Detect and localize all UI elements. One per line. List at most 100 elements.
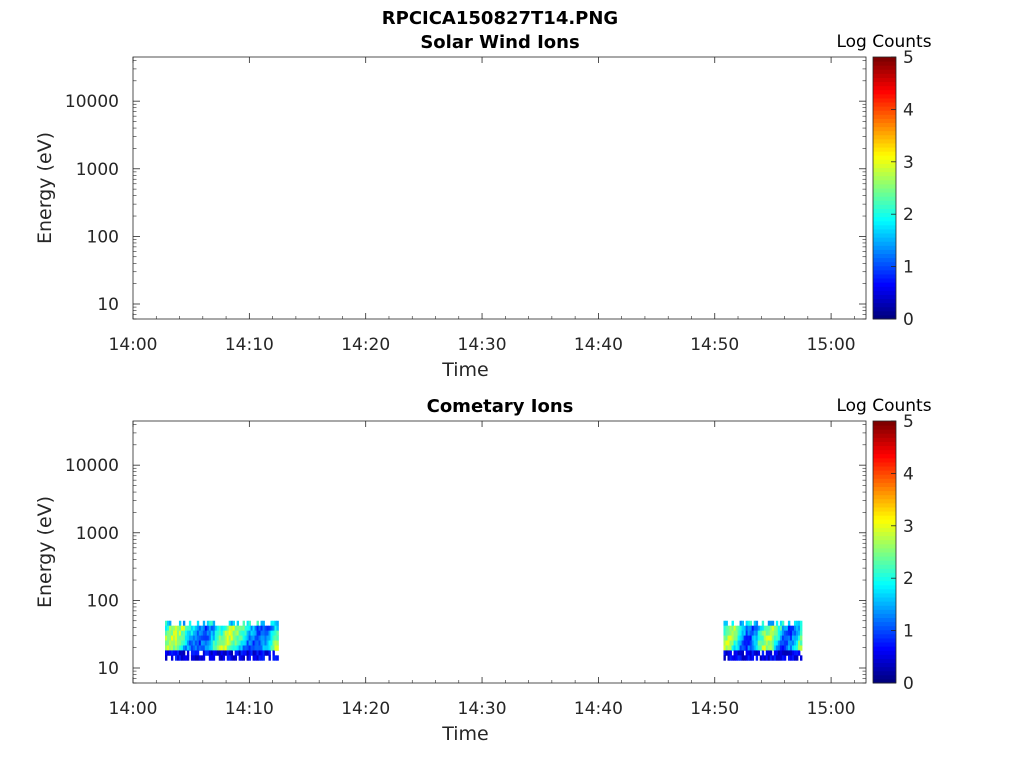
spectrogram-cell <box>210 635 214 641</box>
spectrogram-cell <box>236 625 240 632</box>
spectrogram-cell <box>771 630 775 636</box>
spectrogram-cell <box>773 645 777 651</box>
spectrogram-cell <box>248 630 251 636</box>
spectrogram-cell <box>739 655 742 661</box>
spectrogram-cell <box>767 645 771 651</box>
plot-axes-box <box>132 56 867 320</box>
spectrogram-cell <box>170 645 174 651</box>
spectrogram-cell <box>186 630 190 636</box>
spectrogram-cell <box>264 635 267 641</box>
spectrogram-cell <box>729 655 732 661</box>
spectrogram-cell <box>218 645 222 651</box>
spectrogram-cell <box>733 650 736 656</box>
colorbar-tick-label: 5 <box>903 48 914 68</box>
spectrogram-cell <box>771 655 775 661</box>
spectrogram-cell <box>785 625 789 632</box>
spectrogram-cell <box>246 635 249 641</box>
spectrogram-cell <box>242 645 245 651</box>
spectrogram-cell <box>234 655 238 661</box>
x-tick-label: 14:50 <box>690 335 739 355</box>
spectrogram-cell <box>727 635 730 641</box>
spectrogram-cell <box>779 650 783 656</box>
colorbar-segment <box>873 662 896 668</box>
spectrogram-cell <box>214 635 218 641</box>
spectrogram-cell <box>777 630 781 636</box>
spectrogram-cell <box>781 650 785 656</box>
spectrogram-cell <box>168 625 172 632</box>
spectrogram-cell <box>176 655 180 661</box>
spectrogram-cell <box>791 630 795 636</box>
spectrogram-cell <box>751 645 755 651</box>
spectrogram-cell <box>202 635 206 641</box>
colorbar-segment <box>873 228 896 234</box>
colorbar-segment <box>873 306 896 312</box>
spectrogram-cell <box>180 640 184 646</box>
spectrogram-cell <box>793 630 797 636</box>
spectrogram-cell <box>165 650 168 656</box>
colorbar-segment <box>873 474 896 479</box>
spectrogram-cell <box>268 635 271 641</box>
colorbar-segment <box>873 457 896 463</box>
spectrogram-cell <box>228 655 232 661</box>
spectrogram-cell <box>769 655 773 661</box>
spectrogram-cell <box>166 630 170 636</box>
spectrogram-cell <box>274 640 277 646</box>
spectrogram-cell <box>777 650 781 656</box>
spectrogram-cell <box>757 625 761 632</box>
spectrogram-cell <box>220 650 224 656</box>
spectrogram-cell <box>246 640 249 646</box>
spectrogram-cell <box>783 650 787 656</box>
spectrogram-cell <box>222 650 226 656</box>
spectrogram-cell <box>749 645 753 651</box>
spectrogram-cell <box>270 620 273 627</box>
spectrogram-cell <box>206 630 210 636</box>
spectrogram-cell <box>793 640 797 646</box>
spectrogram-cell <box>785 650 789 656</box>
colorbar-segment <box>873 294 896 300</box>
colorbar-segment <box>873 576 896 582</box>
spectrogram-cell <box>198 645 202 651</box>
spectrogram-cell <box>260 650 263 656</box>
spectrogram-cell <box>739 620 742 627</box>
spectrogram-cell <box>789 650 793 656</box>
spectrogram-cell <box>729 635 732 641</box>
spectrogram-cell <box>765 635 769 641</box>
spectrogram-cell <box>749 625 753 632</box>
spectrogram-cell <box>775 650 779 656</box>
spectrogram-cell <box>194 625 198 632</box>
spectrogram-cell <box>743 630 747 636</box>
spectrogram-cell <box>765 645 769 651</box>
spectrogram-cell <box>759 645 763 651</box>
panel-title: Solar Wind Ions <box>420 32 579 53</box>
spectrogram-cell <box>188 625 192 632</box>
spectrogram-cell <box>270 635 273 641</box>
spectrogram-cell <box>252 655 255 661</box>
spectrogram-cell <box>793 655 797 661</box>
colorbar-segment <box>873 539 896 545</box>
spectrogram-cell <box>268 655 271 661</box>
spectrogram-cell <box>771 635 775 641</box>
colorbar-label: Log Counts <box>836 396 931 416</box>
spectrogram-cell <box>272 640 275 646</box>
spectrogram-cell <box>172 645 176 651</box>
colorbar-segment <box>873 114 896 119</box>
spectrogram-cell <box>727 650 730 656</box>
spectrogram-cell <box>194 635 198 641</box>
spectrogram-cell <box>230 645 234 651</box>
spectrogram-cell <box>236 640 240 646</box>
spectrogram-cell <box>174 640 178 646</box>
spectrogram-cell <box>741 645 745 651</box>
spectrogram-cell <box>200 645 204 651</box>
spectrogram-cell <box>168 630 172 636</box>
spectrogram-cell <box>246 650 249 656</box>
colorbar-segment <box>873 159 896 164</box>
spectrogram-cell <box>202 625 206 632</box>
spectrogram-cell <box>729 640 732 646</box>
x-tick-label: 14:00 <box>109 699 158 719</box>
spectrogram-cell <box>170 635 174 641</box>
spectrogram-cell <box>172 625 176 632</box>
spectrogram-cell <box>759 630 763 636</box>
spectrogram-cell <box>226 635 230 641</box>
spectrogram-cell <box>749 620 753 627</box>
spectrogram-cell <box>256 650 259 656</box>
